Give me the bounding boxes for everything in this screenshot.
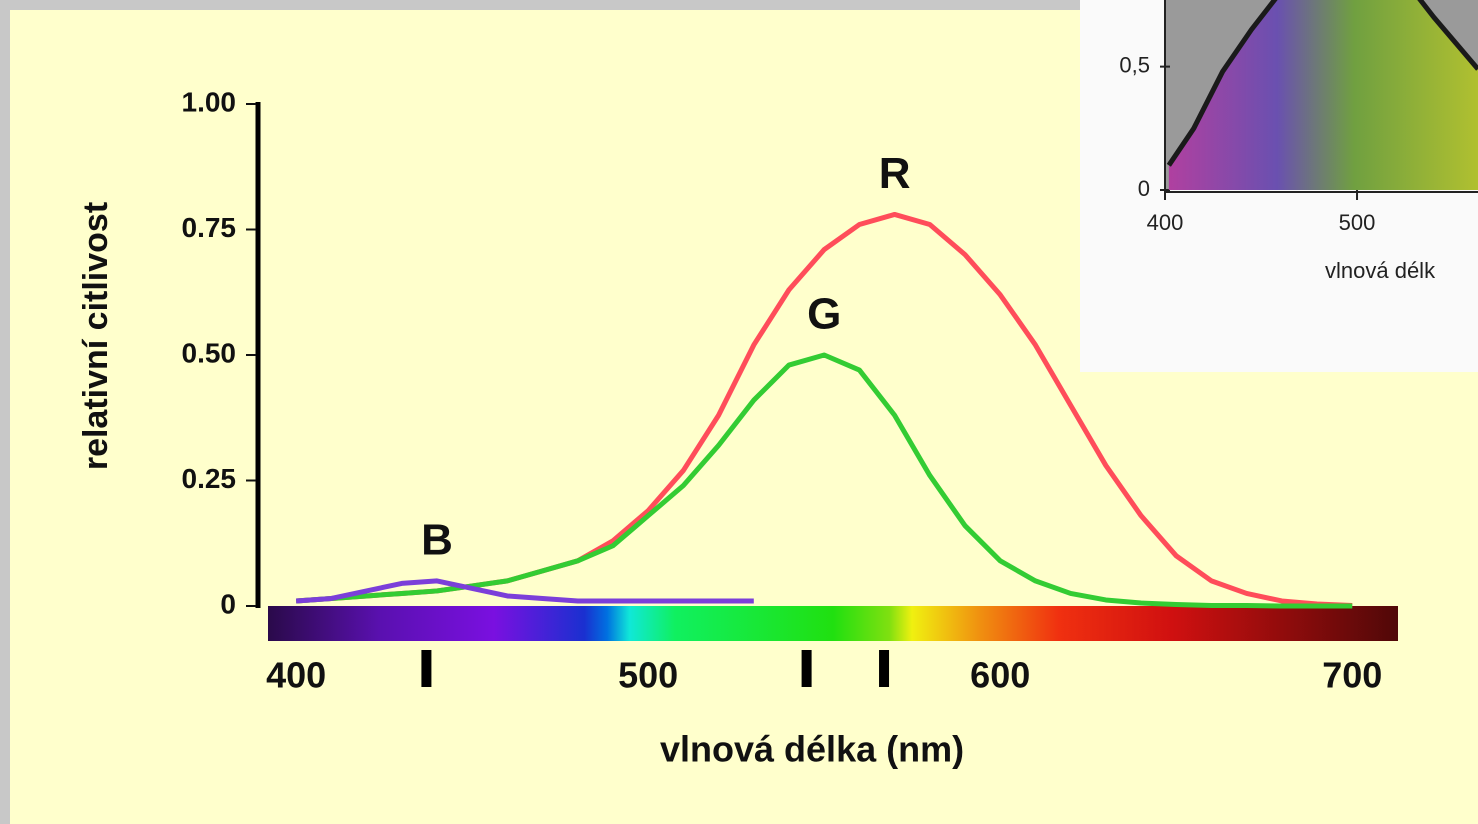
- peak-marker: [421, 650, 432, 687]
- series-label: G: [807, 290, 841, 339]
- spectrum-bar: [268, 606, 1398, 641]
- y-tick-label: 0: [1138, 176, 1150, 201]
- y-tick-label: 0.75: [182, 212, 237, 243]
- x-tick-label: 400: [1147, 210, 1184, 235]
- x-tick-label: 700: [1322, 655, 1382, 696]
- y-tick-label: 0: [220, 588, 236, 619]
- x-axis-label: vlnová délka (nm): [660, 729, 964, 770]
- inset-x-label: vlnová délk: [1325, 258, 1436, 283]
- x-tick-label: 500: [1339, 210, 1376, 235]
- peak-marker: [801, 650, 812, 687]
- series-line: [1166, 0, 1478, 167]
- inset-spectrum-fill: [1168, 0, 1478, 190]
- inset-chart: vlnová délk 0 0,5 400 500: [1080, 0, 1478, 372]
- y-tick-label: 1.00: [182, 86, 237, 117]
- series-label: B: [421, 516, 453, 565]
- series-line: [295, 578, 754, 604]
- y-axis-label: relativní citlivost: [77, 202, 115, 470]
- y-tick-label: 0.50: [182, 337, 237, 368]
- peak-marker: [879, 650, 890, 687]
- main-chart: vlnová délka (nm) relativní citlivost 0 0…: [77, 86, 1398, 770]
- x-tick-label: 500: [618, 655, 678, 696]
- x-tick-label: 600: [970, 655, 1030, 696]
- x-tick-label: 400: [266, 655, 326, 696]
- y-tick-label: 0.25: [182, 463, 237, 494]
- series-label: R: [879, 149, 911, 198]
- y-tick-label: 0,5: [1119, 52, 1150, 77]
